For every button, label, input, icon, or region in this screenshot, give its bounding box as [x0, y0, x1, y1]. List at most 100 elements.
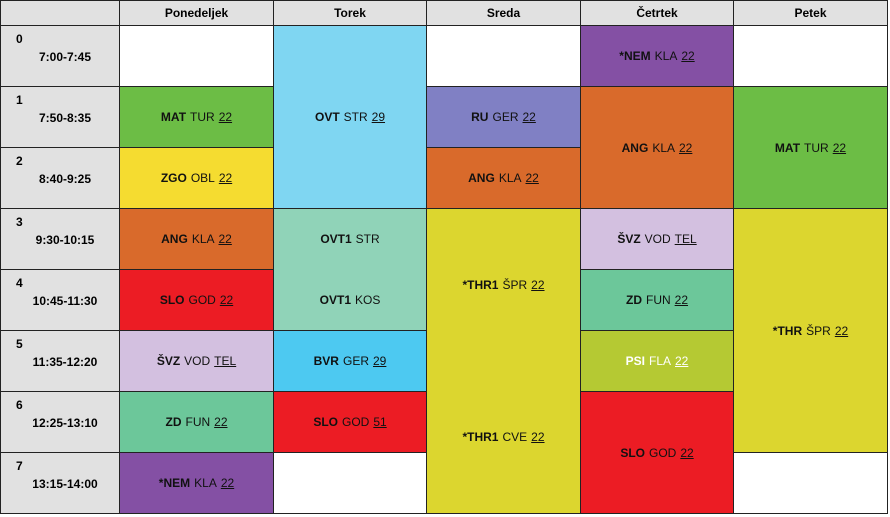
- lesson-teacher: FUN: [645, 293, 671, 307]
- lesson-subject: ANG: [621, 140, 649, 155]
- lesson-subject: ANG: [161, 232, 188, 246]
- lesson-teacher: ŠPR: [502, 278, 528, 292]
- empty-slot: [734, 453, 888, 514]
- period-time: 8:40-9:25: [38, 172, 92, 186]
- lesson-teacher: GER: [492, 110, 519, 124]
- lesson-tue-0-2[interactable]: OVT STR 29: [274, 26, 427, 209]
- lesson-teacher: KLA: [194, 476, 217, 490]
- lesson-tue-6[interactable]: SLO GOD 51: [274, 392, 427, 453]
- lesson-teacher: VOD: [644, 232, 671, 246]
- lesson-subject: RU: [471, 110, 489, 124]
- lesson-subject: ŠVZ: [156, 354, 181, 368]
- period-number: 1: [16, 93, 23, 107]
- period-2: 2 8:40-9:25: [0, 148, 120, 209]
- lesson-room: 22: [674, 293, 689, 307]
- lesson-room: TEL: [674, 232, 697, 246]
- period-time: 10:45-11:30: [32, 294, 98, 308]
- lesson-thu-5[interactable]: PSI FLA 22: [581, 331, 734, 392]
- lesson-mon-5[interactable]: ŠVZ VOD TEL: [120, 331, 274, 392]
- lesson-teacher: KLA: [652, 140, 675, 155]
- lesson-teacher: KLA: [191, 232, 215, 246]
- lesson-teacher: GOD: [341, 415, 370, 429]
- lesson-teacher: TUR: [190, 110, 215, 124]
- day-header-wednesday: Sreda: [427, 0, 581, 26]
- period-6: 6 12:25-13:10: [0, 392, 120, 453]
- lesson-mon-1[interactable]: MAT TUR 22: [120, 87, 274, 148]
- lesson-thu-4[interactable]: ZD FUN 22: [581, 270, 734, 331]
- lesson-subject: ZGO: [160, 171, 187, 185]
- period-number: 0: [16, 32, 23, 46]
- lesson-fri-3-6[interactable]: *THR ŠPR 22: [734, 209, 888, 453]
- lesson-fri-1-2[interactable]: MAT TUR 22: [734, 87, 888, 209]
- period-3: 3 9:30-10:15: [0, 209, 120, 270]
- empty-slot: [427, 26, 581, 87]
- lesson-room: 22: [522, 110, 536, 124]
- lesson-subject: BVR: [313, 354, 339, 368]
- lesson-subject: OVT1: [320, 232, 352, 247]
- lesson-room: 29: [373, 354, 387, 368]
- lesson-teacher: KLA: [498, 171, 522, 185]
- lesson-teacher: FLA: [648, 354, 671, 368]
- day-header-friday: Petek: [734, 0, 888, 26]
- lesson-room: 22: [214, 415, 228, 429]
- lesson-room: 22: [832, 140, 847, 155]
- period-7: 7 13:15-14:00: [0, 453, 120, 514]
- lesson-subject: ZD: [625, 293, 642, 307]
- lesson-subject: ŠVZ: [617, 232, 641, 246]
- lesson-teacher: GOD: [188, 293, 216, 307]
- lesson-room: 22: [219, 293, 234, 307]
- lesson-thu-6-7[interactable]: SLO GOD 22: [581, 392, 734, 514]
- lesson-tue-5[interactable]: BVR GER 29: [274, 331, 427, 392]
- period-time: 12:25-13:10: [32, 416, 98, 430]
- lesson-subject: SLO: [620, 445, 645, 460]
- lesson-teacher: FUN: [185, 415, 211, 429]
- lesson-subject: MAT: [774, 140, 801, 155]
- period-time: 7:00-7:45: [38, 50, 92, 64]
- lesson-thu-0[interactable]: *NEM KLA 22: [581, 26, 734, 87]
- period-number: 6: [16, 398, 23, 412]
- lesson-group-line: *THR1 ŠPR 22: [462, 278, 544, 292]
- lesson-wed-1[interactable]: RU GER 22: [427, 87, 581, 148]
- lesson-subject: ZD: [165, 415, 182, 429]
- lesson-teacher: GER: [342, 354, 369, 368]
- period-number: 3: [16, 215, 23, 229]
- lesson-teacher: ŠPR: [806, 323, 831, 338]
- lesson-teacher: KOS: [355, 292, 381, 307]
- lesson-room: 51: [373, 415, 387, 429]
- lesson-subject: SLO: [313, 415, 338, 429]
- period-number: 2: [16, 154, 23, 168]
- lesson-room: 22: [679, 140, 693, 155]
- lesson-tue-3-4[interactable]: OVT1 STR OVT1 KOS: [274, 209, 427, 331]
- lesson-room: TEL: [214, 354, 237, 368]
- period-5: 5 11:35-12:20: [0, 331, 120, 392]
- lesson-subject: ANG: [468, 171, 495, 185]
- lesson-mon-3[interactable]: ANG KLA 22: [120, 209, 274, 270]
- lesson-subject: *THR1: [462, 278, 499, 292]
- lesson-teacher: GOD: [648, 445, 677, 460]
- period-number: 5: [16, 337, 23, 351]
- lesson-subject: SLO: [159, 293, 185, 307]
- lesson-room: 29: [371, 110, 386, 124]
- period-time: 13:15-14:00: [32, 477, 98, 491]
- lesson-room: 22: [218, 110, 233, 124]
- empty-slot: [734, 26, 888, 87]
- corner-cell: [0, 0, 120, 26]
- lesson-wed-3-7[interactable]: *THR1 ŠPR 22 *THR1 CVE 22: [427, 209, 581, 514]
- lesson-mon-6[interactable]: ZD FUN 22: [120, 392, 274, 453]
- lesson-mon-2[interactable]: ZGO OBL 22: [120, 148, 274, 209]
- lesson-room: 22: [525, 171, 539, 185]
- period-time: 11:35-12:20: [32, 355, 98, 369]
- lesson-mon-4[interactable]: SLO GOD 22: [120, 270, 274, 331]
- lesson-wed-2[interactable]: ANG KLA 22: [427, 148, 581, 209]
- lesson-room: 22: [834, 323, 849, 338]
- lesson-thu-3[interactable]: ŠVZ VOD TEL: [581, 209, 734, 270]
- lesson-subject: *THR1: [462, 430, 499, 444]
- lesson-teacher: OBL: [190, 171, 215, 185]
- lesson-thu-1-2[interactable]: ANG KLA 22: [581, 87, 734, 209]
- lesson-subject: *NEM: [619, 49, 651, 63]
- lesson-mon-7[interactable]: *NEM KLA 22: [120, 453, 274, 514]
- lesson-group-line: OVT1 KOS: [320, 293, 381, 307]
- period-0: 0 7:00-7:45: [0, 26, 120, 87]
- empty-slot: [120, 26, 274, 87]
